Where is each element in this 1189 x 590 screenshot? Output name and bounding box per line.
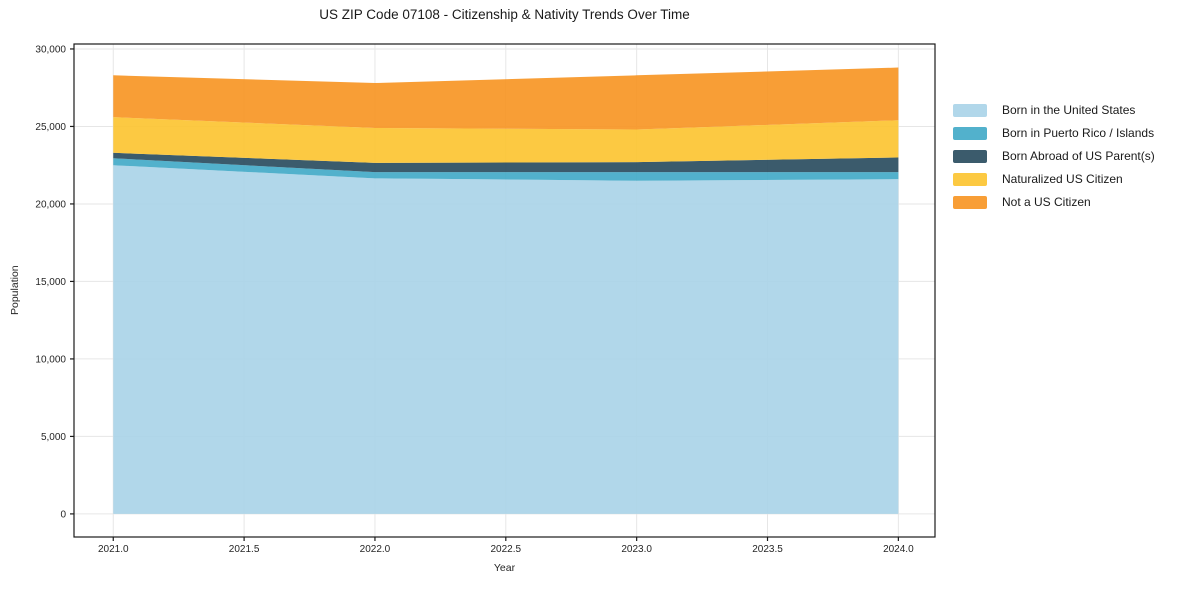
y-tick-label: 25,000: [35, 122, 66, 133]
legend-label: Born in Puerto Rico / Islands: [1002, 126, 1155, 140]
plot-border: [73, 43, 936, 538]
y-tick-label: 15,000: [35, 277, 66, 288]
y-tick-label: 10,000: [35, 354, 66, 365]
legend-item: Not a US Citizen: [953, 196, 1155, 209]
y-tick-label: 30,000: [35, 44, 66, 55]
legend-label: Naturalized US Citizen: [1002, 172, 1123, 186]
x-tick-label: 2022.0: [360, 544, 391, 555]
y-tick-label: 20,000: [35, 199, 66, 210]
legend-swatch: [953, 150, 987, 163]
legend-swatch: [953, 173, 987, 186]
y-tick-label: 0: [60, 509, 66, 520]
x-tick-label: 2021.0: [98, 544, 129, 555]
chart-title: US ZIP Code 07108 - Citizenship & Nativi…: [319, 7, 690, 22]
area-series: [113, 165, 899, 514]
legend-item: Naturalized US Citizen: [953, 173, 1155, 186]
x-tick-label: 2022.5: [491, 544, 522, 555]
y-axis-label: Population: [9, 265, 21, 316]
legend-label: Not a US Citizen: [1002, 195, 1091, 209]
legend-label: Born in the United States: [1002, 103, 1136, 117]
legend-swatch: [953, 127, 987, 140]
x-tick-label: 2024.0: [883, 544, 914, 555]
legend-swatch: [953, 104, 987, 117]
x-tick-label: 2023.0: [621, 544, 652, 555]
x-tick-label: 2023.5: [752, 544, 783, 555]
x-axis-label: Year: [493, 562, 516, 574]
legend-item: Born Abroad of US Parent(s): [953, 150, 1155, 163]
legend-item: Born in the United States: [953, 104, 1155, 117]
area-series: [113, 117, 899, 163]
y-tick-label: 5,000: [41, 432, 66, 443]
legend-label: Born Abroad of US Parent(s): [1002, 149, 1155, 163]
area-series: [113, 158, 899, 181]
x-tick-label: 2021.5: [229, 544, 260, 555]
legend-swatch: [953, 196, 987, 209]
legend: Born in the United States Born in Puerto …: [953, 104, 1155, 209]
area-series: [113, 67, 899, 130]
legend-item: Born in Puerto Rico / Islands: [953, 127, 1155, 140]
